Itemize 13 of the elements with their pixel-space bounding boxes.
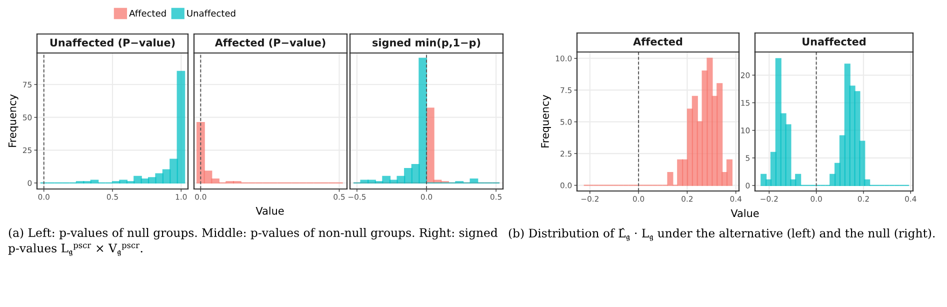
x-axis-title: Value bbox=[256, 206, 284, 215]
chart-title: Affected bbox=[633, 37, 682, 46]
chart-title: Unaffected (P−value) bbox=[50, 38, 175, 48]
text: (b) Distribution of L̂$_{𝔤}$ · L$_{𝔤}$ under the alternative (left) and the null (right). bbox=[508, 228, 935, 241]
y-axis-title: Frequency bbox=[541, 94, 551, 148]
legend-label: Affected bbox=[129, 10, 166, 17]
chart-title: Unaffected bbox=[802, 37, 866, 46]
text: (a) Left: p-values of null groups. Middle: p-values of non-null groups. Right: signed p-values L$_{𝔤}$$^{pscr}$ × V$_{𝔤}$$^{pscr}$. bbox=[8, 228, 498, 256]
y-axis-title: Frequency bbox=[8, 94, 18, 147]
chart-title: Affected (P−value) bbox=[214, 38, 326, 48]
x-axis-title: Value bbox=[730, 209, 759, 218]
chart-title: signed min(p,1−p) bbox=[372, 38, 480, 49]
legend-label: Unaffected bbox=[187, 10, 236, 17]
